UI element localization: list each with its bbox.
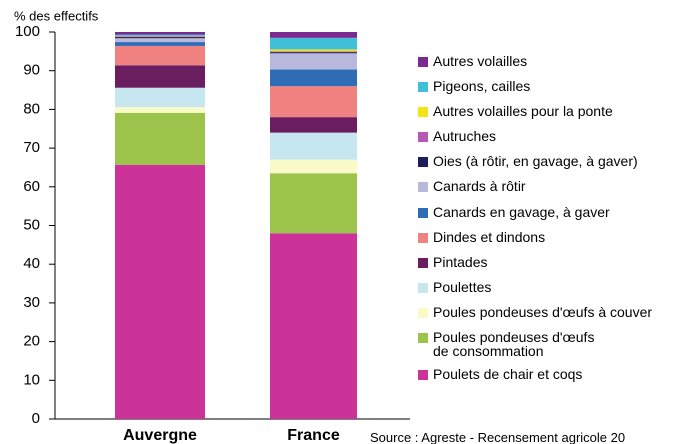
legend: Autres volailles Pigeons, cailles Autres v… xyxy=(418,54,652,392)
bar-segment xyxy=(270,117,357,133)
legend-item: Poulets de chair et coqs xyxy=(418,367,652,392)
y-tick-label: 30 xyxy=(23,294,40,311)
legend-label: Poules pondeuses d'œufs de consommation xyxy=(433,329,595,360)
legend-label: Autres volailles xyxy=(433,53,528,69)
legend-item: Autres volailles pour la ponte xyxy=(418,104,652,129)
y-tick-label: 80 xyxy=(23,100,40,117)
legend-item: Autruches xyxy=(418,129,652,154)
bar-segment xyxy=(270,49,357,52)
legend-label: Poulets de chair et coqs xyxy=(433,366,583,383)
y-tick-label: 40 xyxy=(23,255,40,272)
legend-item: Poules pondeuses d'œufs de consommation xyxy=(418,330,652,367)
legend-item: Poules pondeuses d'œufs à couver xyxy=(418,305,652,330)
legend-label: Autruches xyxy=(433,128,497,145)
bar-segment xyxy=(270,53,357,70)
legend-swatch xyxy=(418,157,428,168)
bar-segment xyxy=(270,233,357,419)
legend-swatch xyxy=(418,57,428,67)
bar-segment xyxy=(270,132,357,160)
legend-label: Autres volailles pour la ponte xyxy=(433,103,613,120)
bar-segment xyxy=(270,32,357,38)
bar-segment xyxy=(115,34,205,36)
legend-item: Pintades xyxy=(418,255,652,280)
legend-label: Poulettes xyxy=(433,278,492,295)
y-tick-label: 10 xyxy=(23,371,40,388)
legend-swatch xyxy=(418,257,428,268)
bar-segment xyxy=(115,65,205,88)
bar-segment xyxy=(270,86,357,118)
legend-item: Canards en gavage, à gaver xyxy=(418,205,652,230)
source: Source : Agreste - Recensement agricole … xyxy=(370,430,626,444)
bar-segment xyxy=(115,38,205,43)
bar-segment xyxy=(270,69,357,87)
legend-item: Poulettes xyxy=(418,280,652,305)
bar-segment xyxy=(270,51,357,53)
legend-swatch xyxy=(418,370,428,381)
legend-swatch xyxy=(418,107,428,118)
legend-label: Pintades xyxy=(433,253,488,270)
bar-segment xyxy=(115,37,205,39)
x-tick-label: France xyxy=(287,427,340,444)
legend-item: Canards à rôtir xyxy=(418,179,652,204)
bar-segment xyxy=(270,37,357,50)
legend-swatch xyxy=(418,182,428,193)
bar-segment xyxy=(115,45,205,66)
legend-label: Canards à rôtir xyxy=(433,178,526,195)
legend-label: Pigeons, cailles xyxy=(433,78,531,95)
bar-segment xyxy=(270,173,357,234)
legend-swatch xyxy=(418,282,428,293)
legend-item: Autres volailles xyxy=(418,54,652,79)
x-tick-label: Auvergne xyxy=(123,427,197,444)
bar-segment xyxy=(115,36,205,38)
legend-item: Oies (à rôtir, en gavage, à gaver) xyxy=(418,154,652,179)
y-tick-label: 60 xyxy=(23,178,40,195)
y-tick-label: 50 xyxy=(23,216,40,233)
bar-segment xyxy=(115,42,205,46)
y-tick-label: 90 xyxy=(23,62,40,79)
legend-swatch xyxy=(418,232,428,243)
y-tick-label: 0 xyxy=(32,410,40,427)
legend-swatch xyxy=(418,307,428,318)
legend-label: Dindes et dindons xyxy=(433,228,546,245)
y-tick-label: 100 xyxy=(15,23,40,40)
bar-segment xyxy=(270,52,357,54)
bar-segment xyxy=(115,112,205,165)
legend-item: Dindes et dindons xyxy=(418,230,652,255)
y-tick-label: 20 xyxy=(23,333,40,350)
y-axis-label: % des effectifs xyxy=(14,8,99,23)
legend-swatch xyxy=(418,333,428,344)
bar-segment xyxy=(270,159,357,174)
y-tick-label: 70 xyxy=(23,139,40,156)
bar-segment xyxy=(115,107,205,113)
legend-label: Canards en gavage, à gaver xyxy=(433,203,610,220)
legend-swatch xyxy=(418,132,428,143)
legend-swatch xyxy=(418,82,428,93)
bar-segment xyxy=(115,164,205,419)
legend-swatch xyxy=(418,207,428,218)
legend-label: Oies (à rôtir, en gavage, à gaver) xyxy=(433,153,638,170)
bar-segment xyxy=(115,87,205,108)
legend-item: Pigeons, cailles xyxy=(418,79,652,104)
bar-segment xyxy=(115,32,205,35)
legend-label: Poules pondeuses d'œufs à couver xyxy=(433,303,653,320)
